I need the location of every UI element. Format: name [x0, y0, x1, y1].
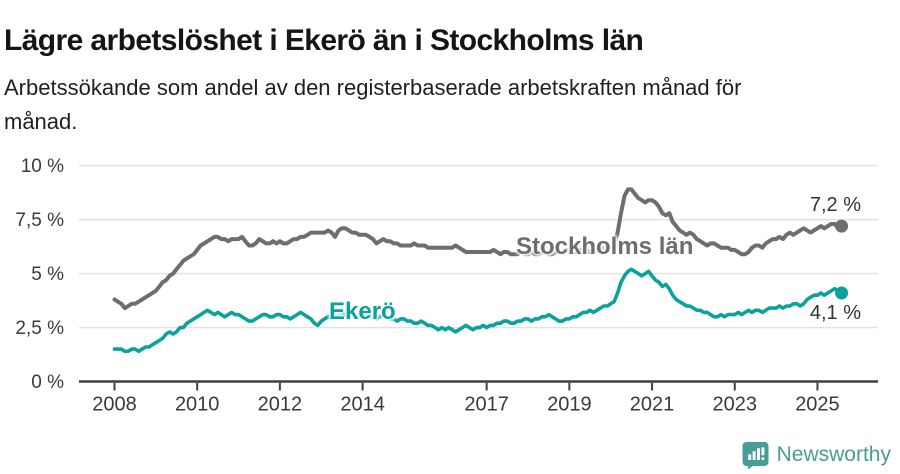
series-end-dot-ekero: [835, 286, 849, 300]
subtitle-line-2: månad.: [4, 109, 78, 134]
series-end-dot-stockholms-lan: [835, 219, 849, 233]
series-label-ekero: Ekerö: [329, 298, 396, 325]
x-axis-tick-label: 2025: [795, 394, 840, 416]
newsworthy-logo-icon: [742, 441, 769, 469]
newsworthy-brand-text: Newsworthy: [776, 443, 891, 466]
series-line-ekero: [112, 267, 844, 354]
newsworthy-brand: Newsworthy: [742, 441, 891, 469]
x-axis-tick-label: 2010: [175, 394, 220, 416]
series-line-stockholms-lan: [112, 187, 844, 311]
y-axis-tick-label: 5 %: [31, 264, 64, 285]
x-axis-tick-label: 2008: [92, 394, 137, 416]
y-axis-tick-label: 2,5 %: [15, 318, 64, 339]
series-label-stockholms-lan: Stockholms län: [516, 233, 694, 260]
y-axis-tick-label: 0 %: [31, 372, 64, 393]
y-axis-tick-label: 7,5 %: [15, 210, 64, 231]
x-axis-tick-label: 2019: [547, 394, 592, 416]
y-axis-tick-label: 10 %: [21, 156, 64, 177]
x-axis-tick-label: 2014: [340, 394, 385, 416]
subtitle-line-1: Arbetssökande som andel av den registerb…: [4, 75, 742, 100]
x-axis-tick-label: 2021: [630, 394, 675, 416]
page-title: Lägre arbetslöshet i Ekerö än i Stockhol…: [4, 24, 644, 58]
x-axis-tick-label: 2023: [713, 394, 758, 416]
x-axis-tick-label: 2017: [464, 394, 509, 416]
end-value-ekero: 4,1 %: [809, 302, 861, 324]
chart-subtitle: Arbetssökande som andel av den registerb…: [4, 71, 844, 139]
x-axis-tick-label: 2012: [258, 394, 303, 416]
end-value-stockholms-lan: 7,2 %: [809, 194, 861, 216]
